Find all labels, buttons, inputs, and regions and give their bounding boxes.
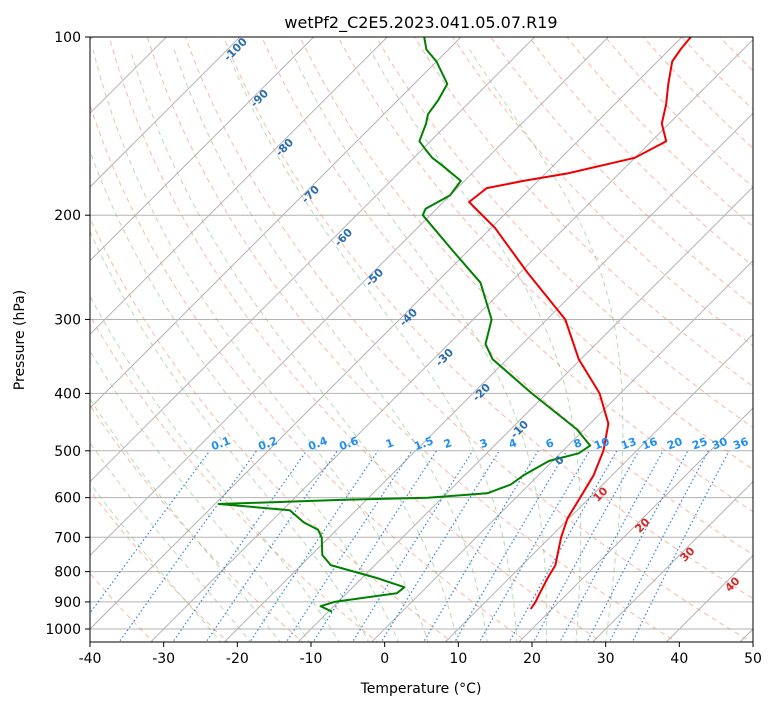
series-layer <box>217 37 692 613</box>
isotherm-line <box>90 37 536 483</box>
isotherm-line <box>297 186 753 642</box>
y-tick-label: 200 <box>54 208 81 224</box>
mixing-ratio-label: 30 <box>710 435 729 453</box>
y-tick-label: 800 <box>54 565 81 581</box>
dry-adiabat <box>261 37 753 556</box>
moist-adiabat <box>173 49 488 642</box>
mixing-ratio-line <box>559 450 664 642</box>
mixing-ratio-line <box>380 450 500 642</box>
mixing-ratio-label: 36 <box>731 435 750 453</box>
isotherm-line <box>444 333 753 642</box>
y-tick-label: 500 <box>54 444 81 460</box>
plot-frame <box>89 36 754 643</box>
y-tick-label: 400 <box>54 386 81 402</box>
plot-background <box>90 37 753 642</box>
y-tick-label: 700 <box>54 530 81 546</box>
dry-adiabat <box>90 404 304 642</box>
moist-adiabat <box>90 441 251 642</box>
dry-adiabat <box>299 37 753 513</box>
x-tick-label: -20 <box>226 651 249 667</box>
y-tick-label: 600 <box>54 491 81 507</box>
moist-adiabat <box>369 49 582 642</box>
mixing-ratio-label: 0.2 <box>256 434 279 453</box>
dry-adiabat <box>108 37 603 642</box>
mixing-ratio-line <box>454 450 568 642</box>
mixing-ratio-label: 2 <box>442 436 454 451</box>
mixing-ratio-label: 10 <box>592 435 611 453</box>
dry-adiabat <box>223 37 753 600</box>
x-tick-label: 50 <box>744 651 762 667</box>
mixing-ratio-label: 0.1 <box>209 434 232 453</box>
mixing-ratio-line <box>608 450 709 642</box>
dry-adiabat <box>90 314 379 642</box>
y-tick-label: 100 <box>54 30 81 46</box>
mixing-ratio-label: 25 <box>690 435 709 452</box>
y-tick-label: 1000 <box>45 622 81 638</box>
dewpoint-line <box>217 37 592 613</box>
isotherm-line <box>90 37 462 409</box>
moist-adiabat <box>90 230 370 642</box>
x-tick-label: -10 <box>300 651 323 667</box>
mixing-ratio-label: 6 <box>544 436 556 451</box>
mixing-ratio-label: 1 <box>384 436 396 451</box>
chart-title: wetPf2_C2E5.2023.041.05.07.R19 <box>284 13 557 33</box>
dry-adiabat <box>185 37 753 642</box>
isotherm-line <box>90 37 683 630</box>
mixing-ratio-line <box>205 450 338 642</box>
moist-adiabat <box>469 49 624 642</box>
x-tick-label: 10 <box>449 651 467 667</box>
mixing-ratio-line <box>312 450 438 642</box>
dry-adiabat <box>90 103 528 642</box>
isotherm-line <box>90 37 241 188</box>
dry-adiabat <box>90 572 154 642</box>
dry-adiabat <box>413 37 753 388</box>
x-tick-label: -40 <box>79 651 102 667</box>
isotherm-line <box>518 407 753 642</box>
mixing-ratio-label: 4 <box>507 436 519 451</box>
isotherm-line <box>591 480 753 642</box>
axes-ticks: -40 -30 -20 -10 0 10 20 30 40 5010020030040050060… <box>45 30 762 667</box>
temperature-line <box>468 37 692 610</box>
moist-adiabat <box>226 49 518 642</box>
mixing-ratio-line <box>90 450 211 615</box>
isotherm-line <box>223 112 753 642</box>
isotherm-line <box>90 37 610 557</box>
mixing-ratio-line <box>351 450 474 642</box>
mixing-ratio-line <box>172 450 308 642</box>
moist-adiabat <box>92 49 429 642</box>
y-tick-label: 300 <box>54 312 81 328</box>
mixing-ratio-label: 1.5 <box>412 434 435 453</box>
mixing-ratio-label: 16 <box>640 435 659 453</box>
x-tick-label: 0 <box>380 651 389 667</box>
x-tick-label: 40 <box>670 651 688 667</box>
x-tick-label: -30 <box>152 651 175 667</box>
background-lines <box>90 37 775 644</box>
isotherm-line <box>370 259 753 642</box>
moist-adiabat <box>90 295 340 642</box>
mixing-ratio-line <box>118 450 258 642</box>
isotherm-line <box>149 38 753 642</box>
mixing-ratio-line <box>586 450 689 642</box>
x-tick-label: 30 <box>597 651 615 667</box>
isotherm-line <box>90 37 315 262</box>
y-axis-label: Pressure (hPa) <box>12 290 28 390</box>
moist-adiabat <box>90 482 222 642</box>
x-tick-label: 20 <box>523 651 541 667</box>
mixing-ratio-label: 13 <box>619 435 638 452</box>
dry-adiabat <box>758 37 775 644</box>
dry-adiabat <box>146 37 678 642</box>
dry-adiabat <box>90 217 453 642</box>
mixing-ratio-line <box>249 450 379 642</box>
moist-adiabat <box>290 49 548 642</box>
mixing-ratio-label: 0.4 <box>306 434 329 453</box>
mixing-ratio-label: 3 <box>478 436 490 451</box>
mixing-ratio-label: 0.6 <box>337 434 360 453</box>
mixing-ratio-label: 8 <box>572 436 584 451</box>
dry-adiabat <box>452 37 753 347</box>
x-axis-label: Temperature (°C) <box>360 681 482 697</box>
y-tick-label: 900 <box>54 595 81 611</box>
mixing-ratio-label: 20 <box>665 435 684 453</box>
mixing-ratio-line <box>285 450 413 642</box>
